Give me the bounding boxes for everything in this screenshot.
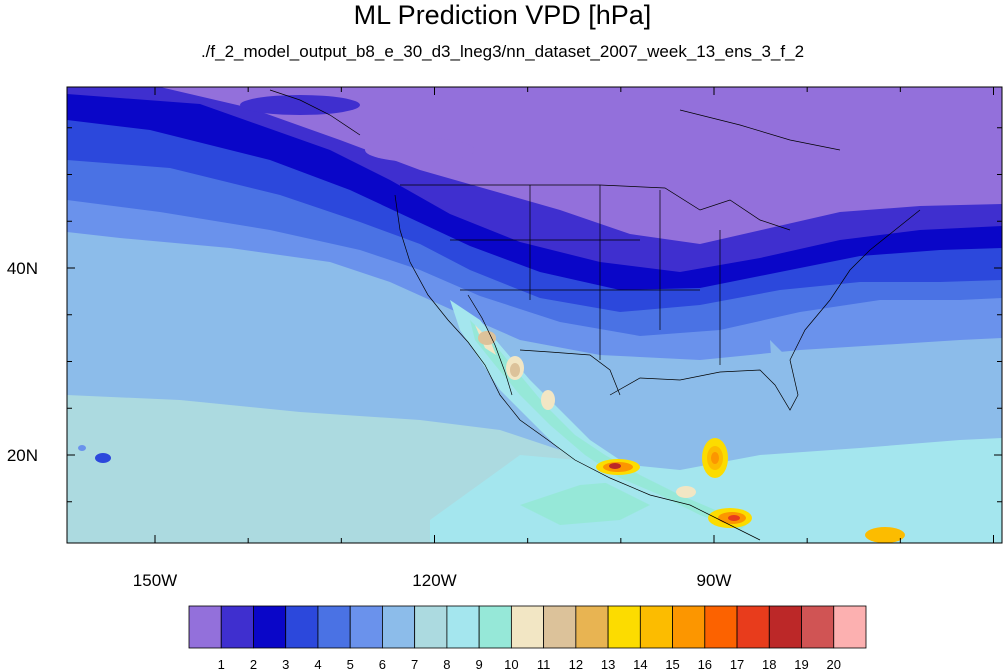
colorbar-label: 14 — [633, 657, 647, 672]
colorbar-swatch — [510, 605, 545, 649]
colorbar-label: 1 — [218, 657, 225, 672]
colorbar-swatch — [736, 605, 770, 649]
colorbar-swatch — [317, 605, 351, 649]
axis-ticks — [67, 87, 1002, 543]
colorbar-label: 10 — [504, 657, 518, 672]
colorbar: 1 2 3 4 5 6 7 8 9 10 11 12 13 14 15 16 17 18 19 20 — [188, 605, 867, 672]
colorbar-swatch — [285, 605, 319, 649]
colorbar-swatch — [253, 605, 287, 649]
colorbar-swatch — [478, 605, 512, 649]
colorbar-swatch — [833, 605, 867, 649]
axis-tick-labels: 150W 120W 90W 40N 20N — [7, 259, 732, 590]
colorbar-label: 18 — [762, 657, 776, 672]
map-title: ML Prediction VPD [hPa] — [353, 0, 652, 30]
colorbar-label: 12 — [569, 657, 583, 672]
colorbar-label: 9 — [476, 657, 483, 672]
colorbar-label: 20 — [827, 657, 841, 672]
colorbar-swatch — [801, 605, 835, 649]
y-tick-label: 20N — [7, 446, 38, 465]
colorbar-swatch — [220, 605, 254, 649]
colorbar-swatch — [639, 605, 673, 649]
colorbar-swatch — [575, 605, 609, 649]
colorbar-label: 17 — [730, 657, 744, 672]
colorbar-label: 6 — [379, 657, 386, 672]
colorbar-label: 19 — [794, 657, 808, 672]
colorbar-label: 8 — [443, 657, 450, 672]
x-tick-label: 150W — [133, 571, 177, 590]
colorbar-label: 2 — [250, 657, 257, 672]
vpd-field — [67, 87, 1002, 543]
colorbar-swatch — [672, 605, 706, 649]
colorbar-label: 13 — [601, 657, 615, 672]
colorbar-swatch — [543, 605, 577, 649]
x-tick-label: 120W — [412, 571, 456, 590]
colorbar-label: 15 — [665, 657, 679, 672]
colorbar-swatch — [768, 605, 802, 649]
colorbar-label: 11 — [537, 657, 551, 672]
colorbar-label: 5 — [347, 657, 354, 672]
colorbar-swatch — [414, 605, 448, 649]
colorbar-swatch — [607, 605, 641, 649]
colorbar-swatch — [382, 605, 416, 649]
colorbar-label: 7 — [411, 657, 418, 672]
colorbar-swatch — [446, 605, 480, 649]
colorbar-label: 3 — [282, 657, 289, 672]
colorbar-label: 16 — [698, 657, 712, 672]
colorbar-swatch — [349, 605, 383, 649]
colorbar-swatch — [704, 605, 738, 649]
y-tick-label: 40N — [7, 259, 38, 278]
colorbar-swatch — [188, 605, 222, 649]
map-subtitle: ./f_2_model_output_b8_e_30_d3_lneg3/nn_d… — [200, 42, 805, 61]
colorbar-label: 4 — [314, 657, 321, 672]
x-tick-label: 90W — [697, 571, 732, 590]
